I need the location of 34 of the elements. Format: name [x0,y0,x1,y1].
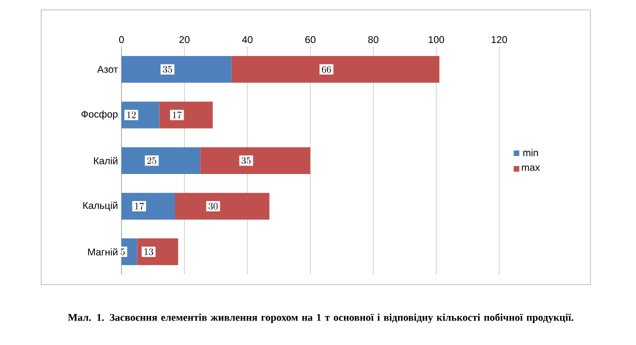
bar [137,238,178,266]
bar [200,147,310,174]
x-tick-label: 20 [179,36,190,44]
text: Мал. 1. Засвоєння елементів живлення горохом на 1 т основної і відповідну кількості побічної продукції. [68,313,574,324]
data-label: 35 [242,157,251,164]
bar [174,192,270,220]
bar [121,56,232,83]
legend-label: max [522,165,540,171]
y-tick-label: Калій [94,156,118,164]
bar [159,102,213,128]
x-tick-label: 80 [368,36,378,44]
x-tick-label: 60 [305,36,316,44]
bar [232,56,440,83]
x-tick-label: 120 [492,36,508,44]
data-label: 35 [162,66,172,73]
legend-label: min [523,148,538,156]
data-label: 17 [135,202,144,210]
y-tick-label: Азот [97,66,118,73]
y-tick-label: Магній [88,248,118,256]
x-tick-label: 0 [119,36,124,44]
bar [121,192,175,220]
data-label: 66 [322,66,331,73]
data-label: 30 [208,202,218,210]
data-label: 25 [147,157,156,164]
data-label: 17 [172,112,182,118]
x-tick-label: 40 [242,36,252,44]
y-tick-label: Кальцій [83,202,118,211]
bar [121,102,160,128]
y-tick-label: Фосфор [82,110,118,120]
bar [121,147,200,174]
data-label: 5 [120,248,125,256]
data-label: 12 [127,112,136,118]
x-tick-label: 100 [428,36,444,44]
data-label: 13 [144,248,154,256]
